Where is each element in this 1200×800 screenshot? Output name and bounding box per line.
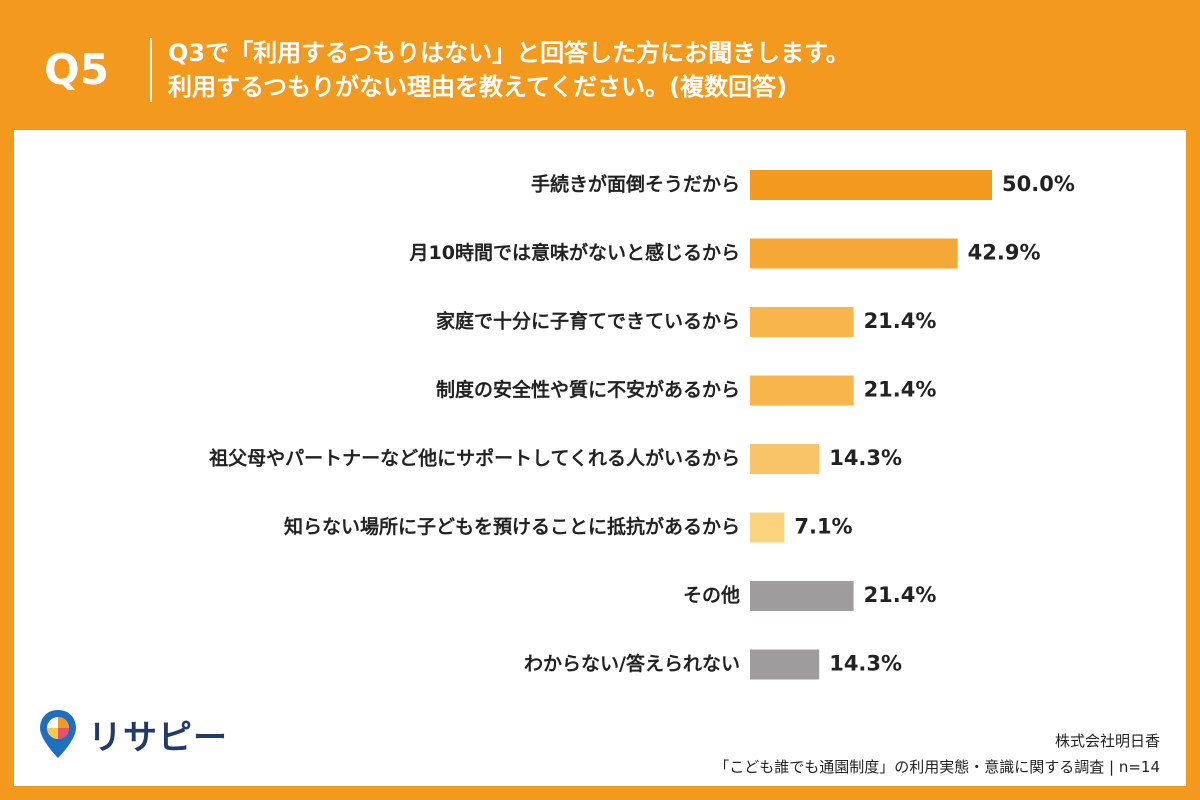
question-line-1: Q3で「利用するつもりはない」と回答した方にお聞きします。 (168, 39, 850, 67)
bar (750, 375, 854, 406)
category-label: 祖父母やパートナーなど他にサポートしてくれる人がいるから (208, 447, 740, 470)
brand-logo: リサピー (38, 704, 228, 764)
category-label: わからない/答えられない (524, 652, 740, 675)
question-text: Q3で「利用するつもりはない」と回答した方にお聞きします。 利用するつもりがない… (168, 36, 1168, 104)
value-label: 7.1% (794, 515, 852, 539)
category-label: 月10時間では意味がないと感じるから (409, 241, 740, 264)
question-number: Q5 (44, 45, 109, 94)
value-label: 42.9% (968, 241, 1041, 265)
source-survey: 「こども誰でも通園制度」の利用実態・意識に関する調査 | n=14 (714, 758, 1160, 776)
value-label: 21.4% (864, 583, 937, 607)
value-label: 21.4% (864, 378, 937, 402)
value-label: 21.4% (864, 309, 937, 333)
category-label: その他 (683, 584, 740, 607)
bar (750, 581, 854, 611)
bar (750, 649, 820, 680)
bar (750, 238, 958, 269)
bar (750, 512, 785, 543)
header-divider (150, 38, 152, 102)
source-company: 株式会社明日香 (1054, 732, 1160, 750)
header: Q5 Q3で「利用するつもりはない」と回答した方にお聞きします。 利用するつもり… (0, 0, 1200, 130)
category-label: 家庭で十分に子育てできているから (436, 310, 740, 333)
bar (750, 170, 992, 200)
value-label: 14.3% (829, 652, 902, 676)
source-note: 株式会社明日香 「こども誰でも通園制度」の利用実態・意識に関する調査 | n=1… (714, 728, 1160, 780)
value-label: 14.3% (829, 446, 902, 470)
brand-name: リサピー (88, 717, 228, 758)
category-label: 知らない場所に子どもを預けることに抵抗があるから (284, 515, 740, 538)
category-label: 手続きが面倒そうだから (531, 173, 740, 196)
category-label: 制度の安全性や質に不安があるから (436, 378, 740, 401)
question-line-2: 利用するつもりがない理由を教えてください。(複数回答) (168, 73, 788, 101)
value-label: 50.0% (1002, 172, 1075, 196)
chart-panel: 手続きが面倒そうだから 50.0% 月10時間では意味がないと感じるから 42.9% 家… (14, 130, 1186, 786)
pin-logo-icon (40, 710, 76, 758)
bar-chart: 手続きが面倒そうだから 50.0% 月10時間では意味がないと感じるから 42.9% 家… (208, 170, 1075, 680)
bar (750, 444, 820, 474)
bar (750, 307, 854, 337)
